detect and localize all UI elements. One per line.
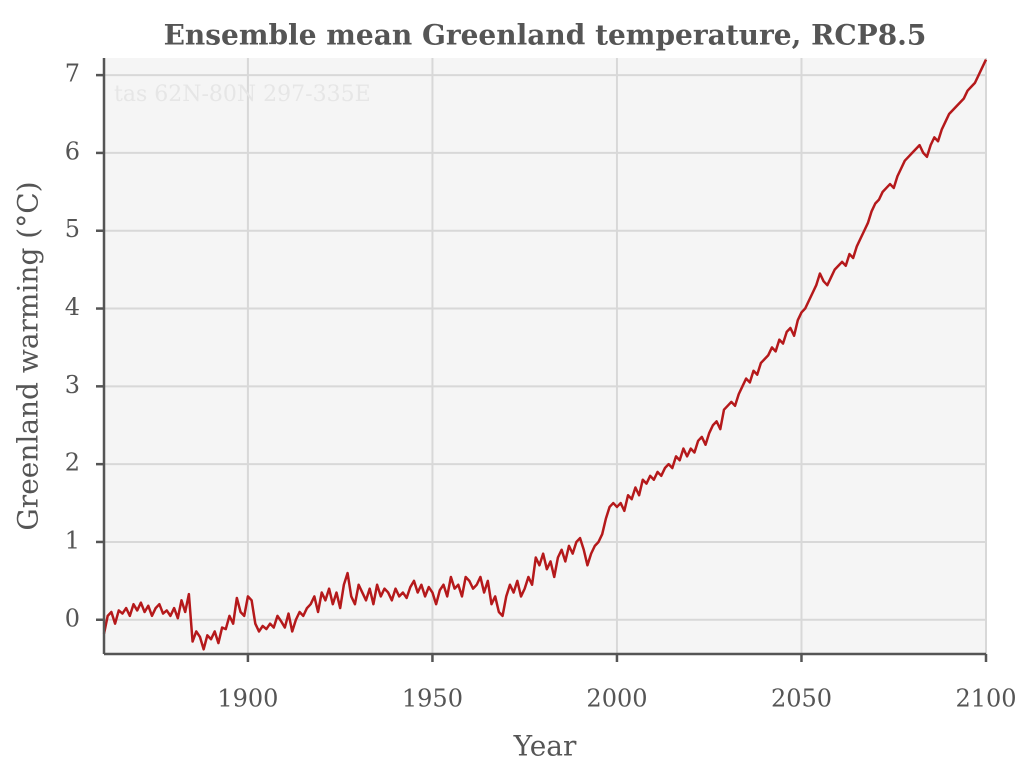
y-tick-label: 3 bbox=[65, 371, 80, 399]
y-axis-label: Greenland warming (°C) bbox=[12, 181, 45, 530]
y-tick-label: 2 bbox=[65, 449, 80, 477]
chart-title: Ensemble mean Greenland temperature, RCP… bbox=[164, 19, 927, 52]
y-tick-label: 0 bbox=[65, 604, 80, 632]
y-tick-label: 5 bbox=[65, 215, 80, 243]
x-tick-label: 1900 bbox=[217, 685, 278, 713]
x-tick-label: 1950 bbox=[402, 685, 463, 713]
y-tick-label: 1 bbox=[65, 526, 80, 554]
y-tick-label: 7 bbox=[65, 60, 80, 88]
data-line bbox=[102, 59, 988, 651]
x-tick-label: 2100 bbox=[955, 685, 1016, 713]
x-tick-label: 2050 bbox=[771, 685, 832, 713]
plot-area bbox=[104, 58, 986, 654]
x-tick-label: 2000 bbox=[586, 685, 647, 713]
y-tick-label: 6 bbox=[65, 137, 80, 165]
x-axis-label: Year bbox=[513, 730, 577, 763]
annotation: tas 62N-80N 297-335E bbox=[114, 82, 371, 107]
y-tick-label: 4 bbox=[65, 293, 80, 321]
